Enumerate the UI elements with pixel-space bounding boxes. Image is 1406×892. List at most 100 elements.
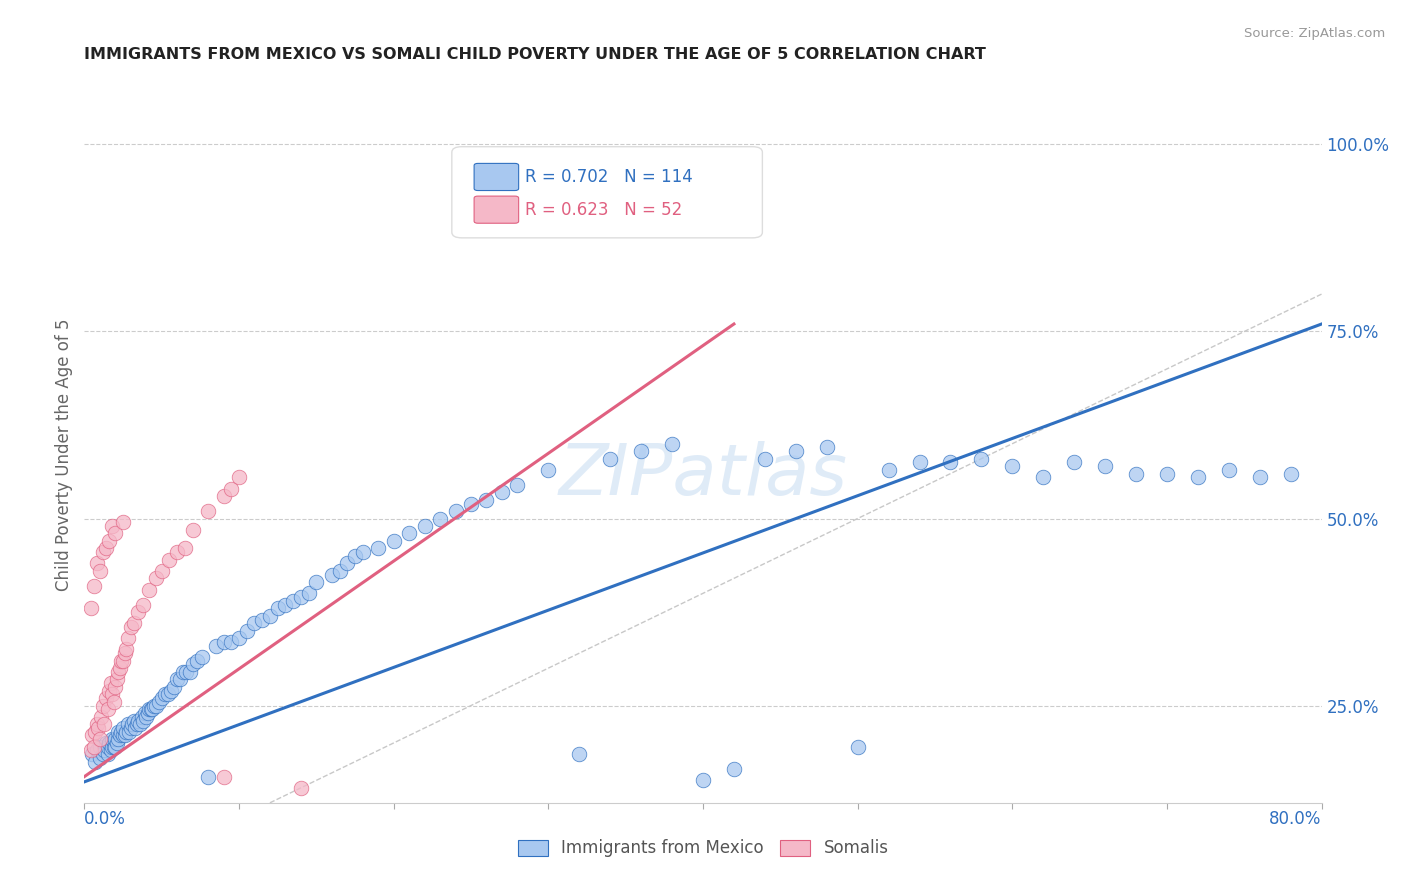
Point [1094,459,1116,474]
Point [153,687,176,701]
Point [1156,467,1178,481]
Point [1063,455,1085,469]
Point [104,732,127,747]
Point [197,504,219,518]
Point [100,676,122,690]
Point [1249,470,1271,484]
Text: R = 0.623   N = 52: R = 0.623 N = 52 [524,201,682,219]
Point [122,714,145,728]
Point [139,702,162,716]
Text: 80.0%: 80.0% [1270,810,1322,828]
Point [112,654,135,668]
Point [568,747,591,761]
Point [87,721,110,735]
Point [91,698,114,713]
Point [107,665,129,679]
Point [134,706,156,720]
Point [1279,467,1302,481]
Point [84,724,107,739]
Point [877,463,900,477]
Point [191,649,214,664]
Point [121,717,143,731]
Text: 0.0%: 0.0% [84,810,127,828]
Point [135,710,157,724]
Point [110,654,132,668]
Point [150,691,173,706]
Point [110,724,132,739]
Point [125,717,148,731]
Point [105,736,128,750]
Point [212,489,235,503]
Point [150,564,173,578]
Point [96,747,118,761]
Point [89,751,111,765]
Legend: Immigrants from Mexico, Somalis: Immigrants from Mexico, Somalis [510,833,896,864]
Point [785,444,807,458]
Point [156,687,179,701]
Point [160,683,183,698]
Point [305,575,328,590]
Point [429,511,451,525]
Point [83,579,105,593]
Point [94,541,117,556]
Point [159,552,180,566]
FancyBboxPatch shape [451,146,762,238]
Point [105,673,128,687]
Point [290,590,312,604]
Point [382,533,405,548]
Point [103,695,125,709]
Point [599,451,621,466]
Point [846,739,869,754]
Point [118,724,141,739]
Point [723,762,745,776]
Point [91,545,114,559]
Point [197,770,219,784]
Point [104,680,127,694]
Point [98,683,121,698]
Point [108,729,131,743]
Point [228,631,250,645]
Point [101,519,124,533]
Point [98,533,121,548]
Point [475,492,498,507]
Point [145,698,167,713]
Point [661,436,683,450]
Point [96,702,118,716]
Point [89,739,111,754]
Point [112,721,135,735]
Point [181,523,204,537]
Point [692,773,714,788]
Point [243,616,266,631]
Point [103,739,125,754]
Point [141,702,163,716]
Point [132,598,155,612]
Point [108,661,131,675]
Point [1187,470,1209,484]
Point [132,714,155,728]
Point [107,724,129,739]
Point [506,478,529,492]
Point [131,710,153,724]
Point [112,729,135,743]
Point [93,717,115,731]
Point [413,519,436,533]
Point [250,613,273,627]
Point [169,673,191,687]
Point [460,497,482,511]
Point [94,691,117,706]
Text: IMMIGRANTS FROM MEXICO VS SOMALI CHILD POVERTY UNDER THE AGE OF 5 CORRELATION CH: IMMIGRANTS FROM MEXICO VS SOMALI CHILD P… [84,47,986,62]
Point [179,665,201,679]
Point [115,724,138,739]
Point [491,485,513,500]
Point [274,598,297,612]
Point [138,582,160,597]
Point [228,470,250,484]
Point [148,695,170,709]
Point [104,526,127,541]
Point [174,541,197,556]
Point [101,732,124,747]
Point [91,747,114,761]
FancyBboxPatch shape [474,163,519,191]
Point [219,482,242,496]
Point [939,455,962,469]
